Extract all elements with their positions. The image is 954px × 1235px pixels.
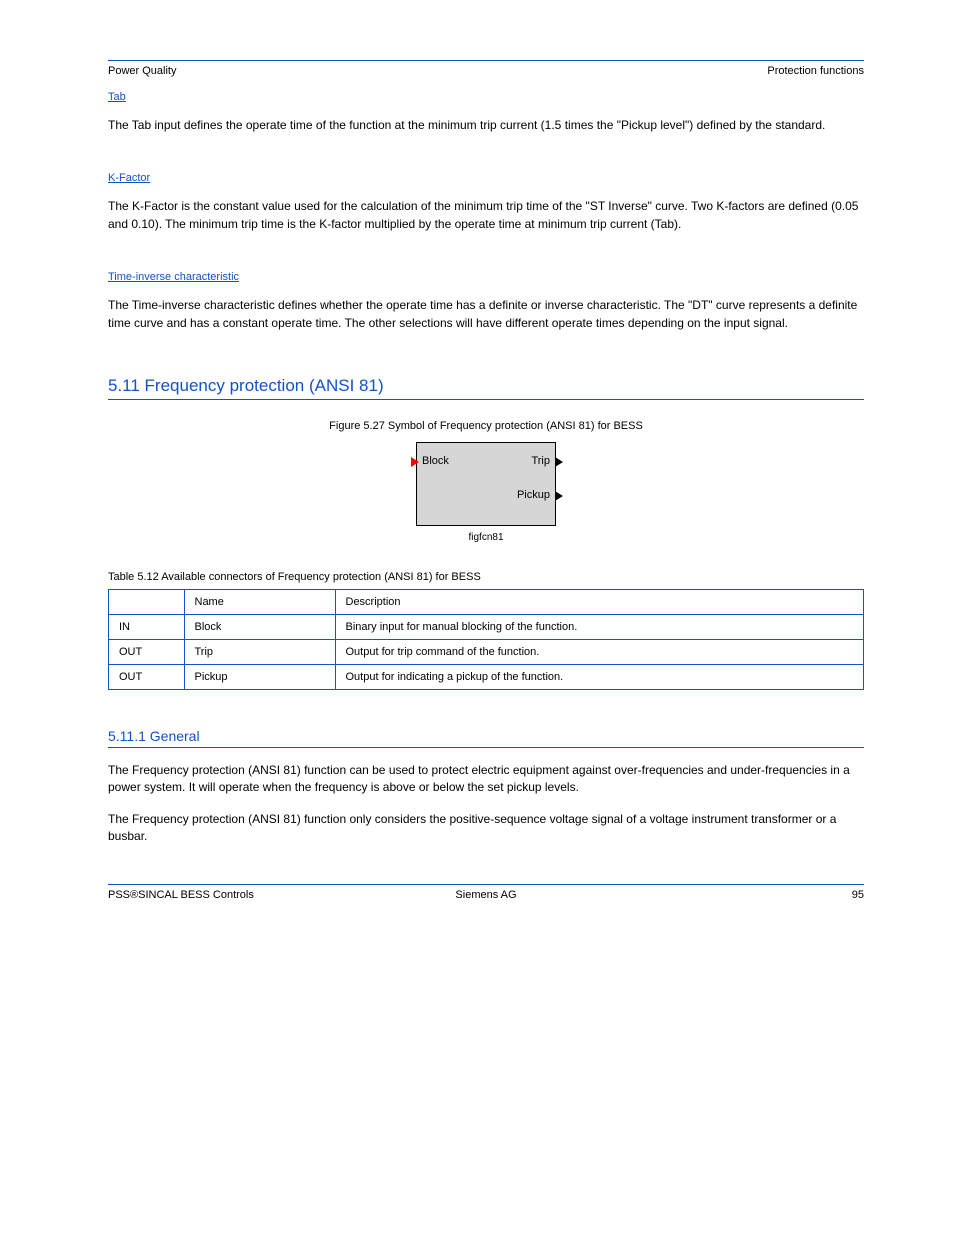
output-arrow-pickup-icon: [555, 491, 563, 501]
header-rule: [108, 60, 864, 61]
output-arrow-trip-icon: [555, 457, 563, 467]
kfactor-link[interactable]: K-Factor: [108, 172, 150, 184]
header-right: Protection functions: [767, 65, 864, 77]
table-cell: OUT: [109, 639, 185, 664]
table-row: OUT Pickup Output for indicating a picku…: [109, 664, 864, 689]
paragraph-kfactor: The K-Factor is the constant value used …: [108, 198, 864, 233]
section-heading: 5.11 Frequency protection (ANSI 81): [108, 376, 864, 396]
footer-center: Siemens AG: [455, 889, 516, 901]
figure-caption: Figure 5.27 Symbol of Frequency protecti…: [108, 420, 864, 432]
table-cell: Output for trip command of the function.: [335, 639, 864, 664]
paragraph-time-inverse: The Time-inverse characteristic defines …: [108, 297, 864, 332]
table-row: OUT Trip Output for trip command of the …: [109, 639, 864, 664]
block-diagram: Block Trip Pickup: [416, 442, 556, 526]
table-cell: IN: [109, 614, 185, 639]
subsection-heading: 5.11.1 General: [108, 728, 864, 744]
table-header-cell: Name: [184, 589, 335, 614]
diagram-label-block: Block: [422, 455, 449, 467]
table-cell: Block: [184, 614, 335, 639]
table-cell: Output for indicating a pickup of the fu…: [335, 664, 864, 689]
table-caption: Table 5.12 Available connectors of Frequ…: [108, 571, 864, 583]
input-arrow-icon: [411, 457, 419, 467]
table-cell: Pickup: [184, 664, 335, 689]
footer-rule: [108, 884, 864, 885]
section-rule: [108, 399, 864, 400]
figure-id: figfcn81: [108, 532, 864, 543]
paragraph-general-2: The Frequency protection (ANSI 81) funct…: [108, 811, 864, 846]
table-cell: Binary input for manual blocking of the …: [335, 614, 864, 639]
diagram-label-trip: Trip: [531, 455, 550, 467]
table-row: IN Block Binary input for manual blockin…: [109, 614, 864, 639]
figure-wrapper: Figure 5.27 Symbol of Frequency protecti…: [108, 420, 864, 543]
footer-page-number: 95: [852, 889, 864, 901]
table-header-cell: Description: [335, 589, 864, 614]
paragraph-general-1: The Frequency protection (ANSI 81) funct…: [108, 762, 864, 797]
subsection-rule: [108, 747, 864, 748]
table-cell: Trip: [184, 639, 335, 664]
time-inverse-link[interactable]: Time-inverse characteristic: [108, 271, 239, 283]
table-header-row: Name Description: [109, 589, 864, 614]
header-left: Power Quality: [108, 65, 176, 77]
tab-link[interactable]: Tab: [108, 91, 126, 103]
diagram-label-pickup: Pickup: [517, 489, 550, 501]
table-cell: OUT: [109, 664, 185, 689]
document-page: Power Quality Protection functions Tab T…: [0, 60, 954, 951]
footer-row: PSS®SINCAL BESS Controls Siemens AG 95: [108, 889, 864, 951]
connectors-table: Name Description IN Block Binary input f…: [108, 589, 864, 690]
table-header-cell: [109, 589, 185, 614]
footer-left: PSS®SINCAL BESS Controls: [108, 889, 254, 901]
paragraph-tab: The Tab input defines the operate time o…: [108, 117, 864, 134]
header-row: Power Quality Protection functions: [108, 65, 864, 77]
